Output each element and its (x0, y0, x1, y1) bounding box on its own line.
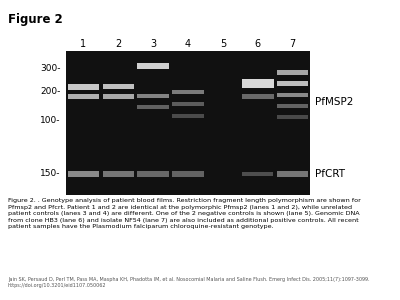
Text: 7: 7 (290, 39, 296, 49)
Bar (242, 79, 274, 88)
Text: PfMSP2: PfMSP2 (314, 97, 353, 107)
Text: Jain SK, Persaud D, Perl TM, Pass MA, Maspha KH, Phadotta IM, et al. Nosocomial : Jain SK, Persaud D, Perl TM, Pass MA, Ma… (8, 277, 370, 288)
Text: 1: 1 (80, 39, 86, 49)
Text: 150-: 150- (40, 169, 61, 178)
Bar (172, 89, 204, 94)
Bar (277, 172, 308, 176)
Bar (68, 94, 99, 99)
Bar (277, 81, 308, 86)
Bar (68, 84, 99, 89)
Text: 3: 3 (150, 39, 156, 49)
Bar (172, 114, 204, 118)
Bar (138, 172, 169, 176)
Text: 5: 5 (220, 39, 226, 49)
Bar (138, 94, 169, 98)
Bar (138, 105, 169, 109)
Bar (172, 102, 204, 106)
Bar (277, 116, 308, 119)
Text: Figure 2. . Genotype analysis of patient blood films. Restriction fragment lengt: Figure 2. . Genotype analysis of patient… (8, 198, 361, 230)
Bar (102, 94, 134, 99)
Bar (68, 171, 99, 177)
Text: PfCRT: PfCRT (314, 169, 344, 179)
Text: 300-: 300- (40, 64, 61, 73)
Text: 6: 6 (255, 39, 261, 49)
Bar (277, 70, 308, 75)
Bar (102, 84, 134, 89)
Text: 100-: 100- (40, 116, 61, 125)
Bar (242, 94, 274, 99)
Text: Figure 2: Figure 2 (8, 13, 63, 26)
Bar (102, 172, 134, 176)
Text: 2: 2 (115, 39, 122, 49)
Bar (277, 93, 308, 97)
Text: 200-: 200- (40, 87, 61, 96)
Bar (172, 172, 204, 176)
Text: 4: 4 (185, 39, 191, 49)
Bar (277, 104, 308, 108)
Bar (242, 172, 274, 176)
Bar (138, 64, 169, 69)
